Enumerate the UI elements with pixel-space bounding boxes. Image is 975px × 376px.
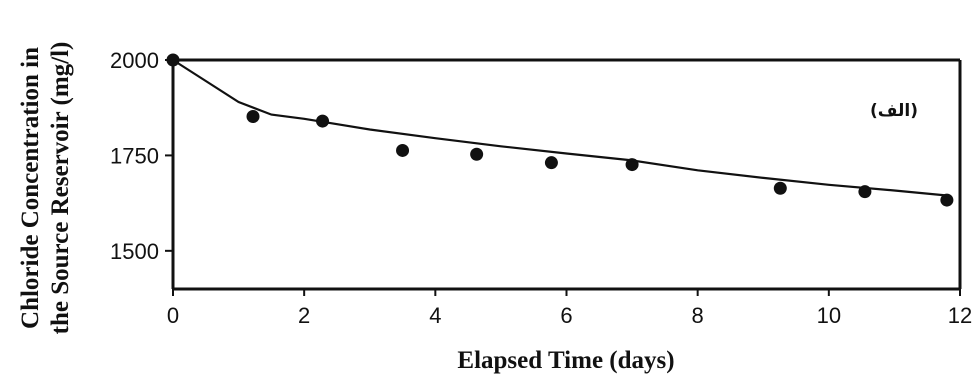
y-tick-label: 2000 [110,48,159,73]
data-point [773,181,787,195]
y-tick-label: 1750 [110,143,159,168]
data-point [396,143,410,157]
x-tick-label: 10 [817,303,841,328]
y-axis-title-line-1: Chloride Concentration in [17,47,44,329]
x-axis-title: Elapsed Time (days) [457,347,674,374]
fitted-curve-line [172,59,948,197]
plot-area: 0 2 4 6 8 10 12 1500 1750 2000 [110,48,972,328]
data-point [246,109,260,123]
y-ticks: 1500 1750 2000 [110,48,173,264]
data-point [544,156,558,170]
x-tick-label: 8 [692,303,704,328]
x-ticks: 0 2 4 6 8 10 12 [167,289,972,328]
x-tick-label: 0 [167,303,179,328]
y-tick-label: 1500 [110,239,159,264]
y-axis-title: Chloride Concentration in the Source Res… [17,42,74,335]
y-axis-title-line-2: the Source Reservoir (mg/l) [47,42,74,335]
data-point [470,147,484,161]
x-tick-label: 2 [298,303,310,328]
data-point [940,193,954,207]
panel-annotation: (الف) [870,101,918,121]
series-layer [166,53,954,207]
x-tick-label: 12 [948,303,972,328]
x-tick-label: 6 [560,303,572,328]
x-tick-label: 4 [429,303,441,328]
